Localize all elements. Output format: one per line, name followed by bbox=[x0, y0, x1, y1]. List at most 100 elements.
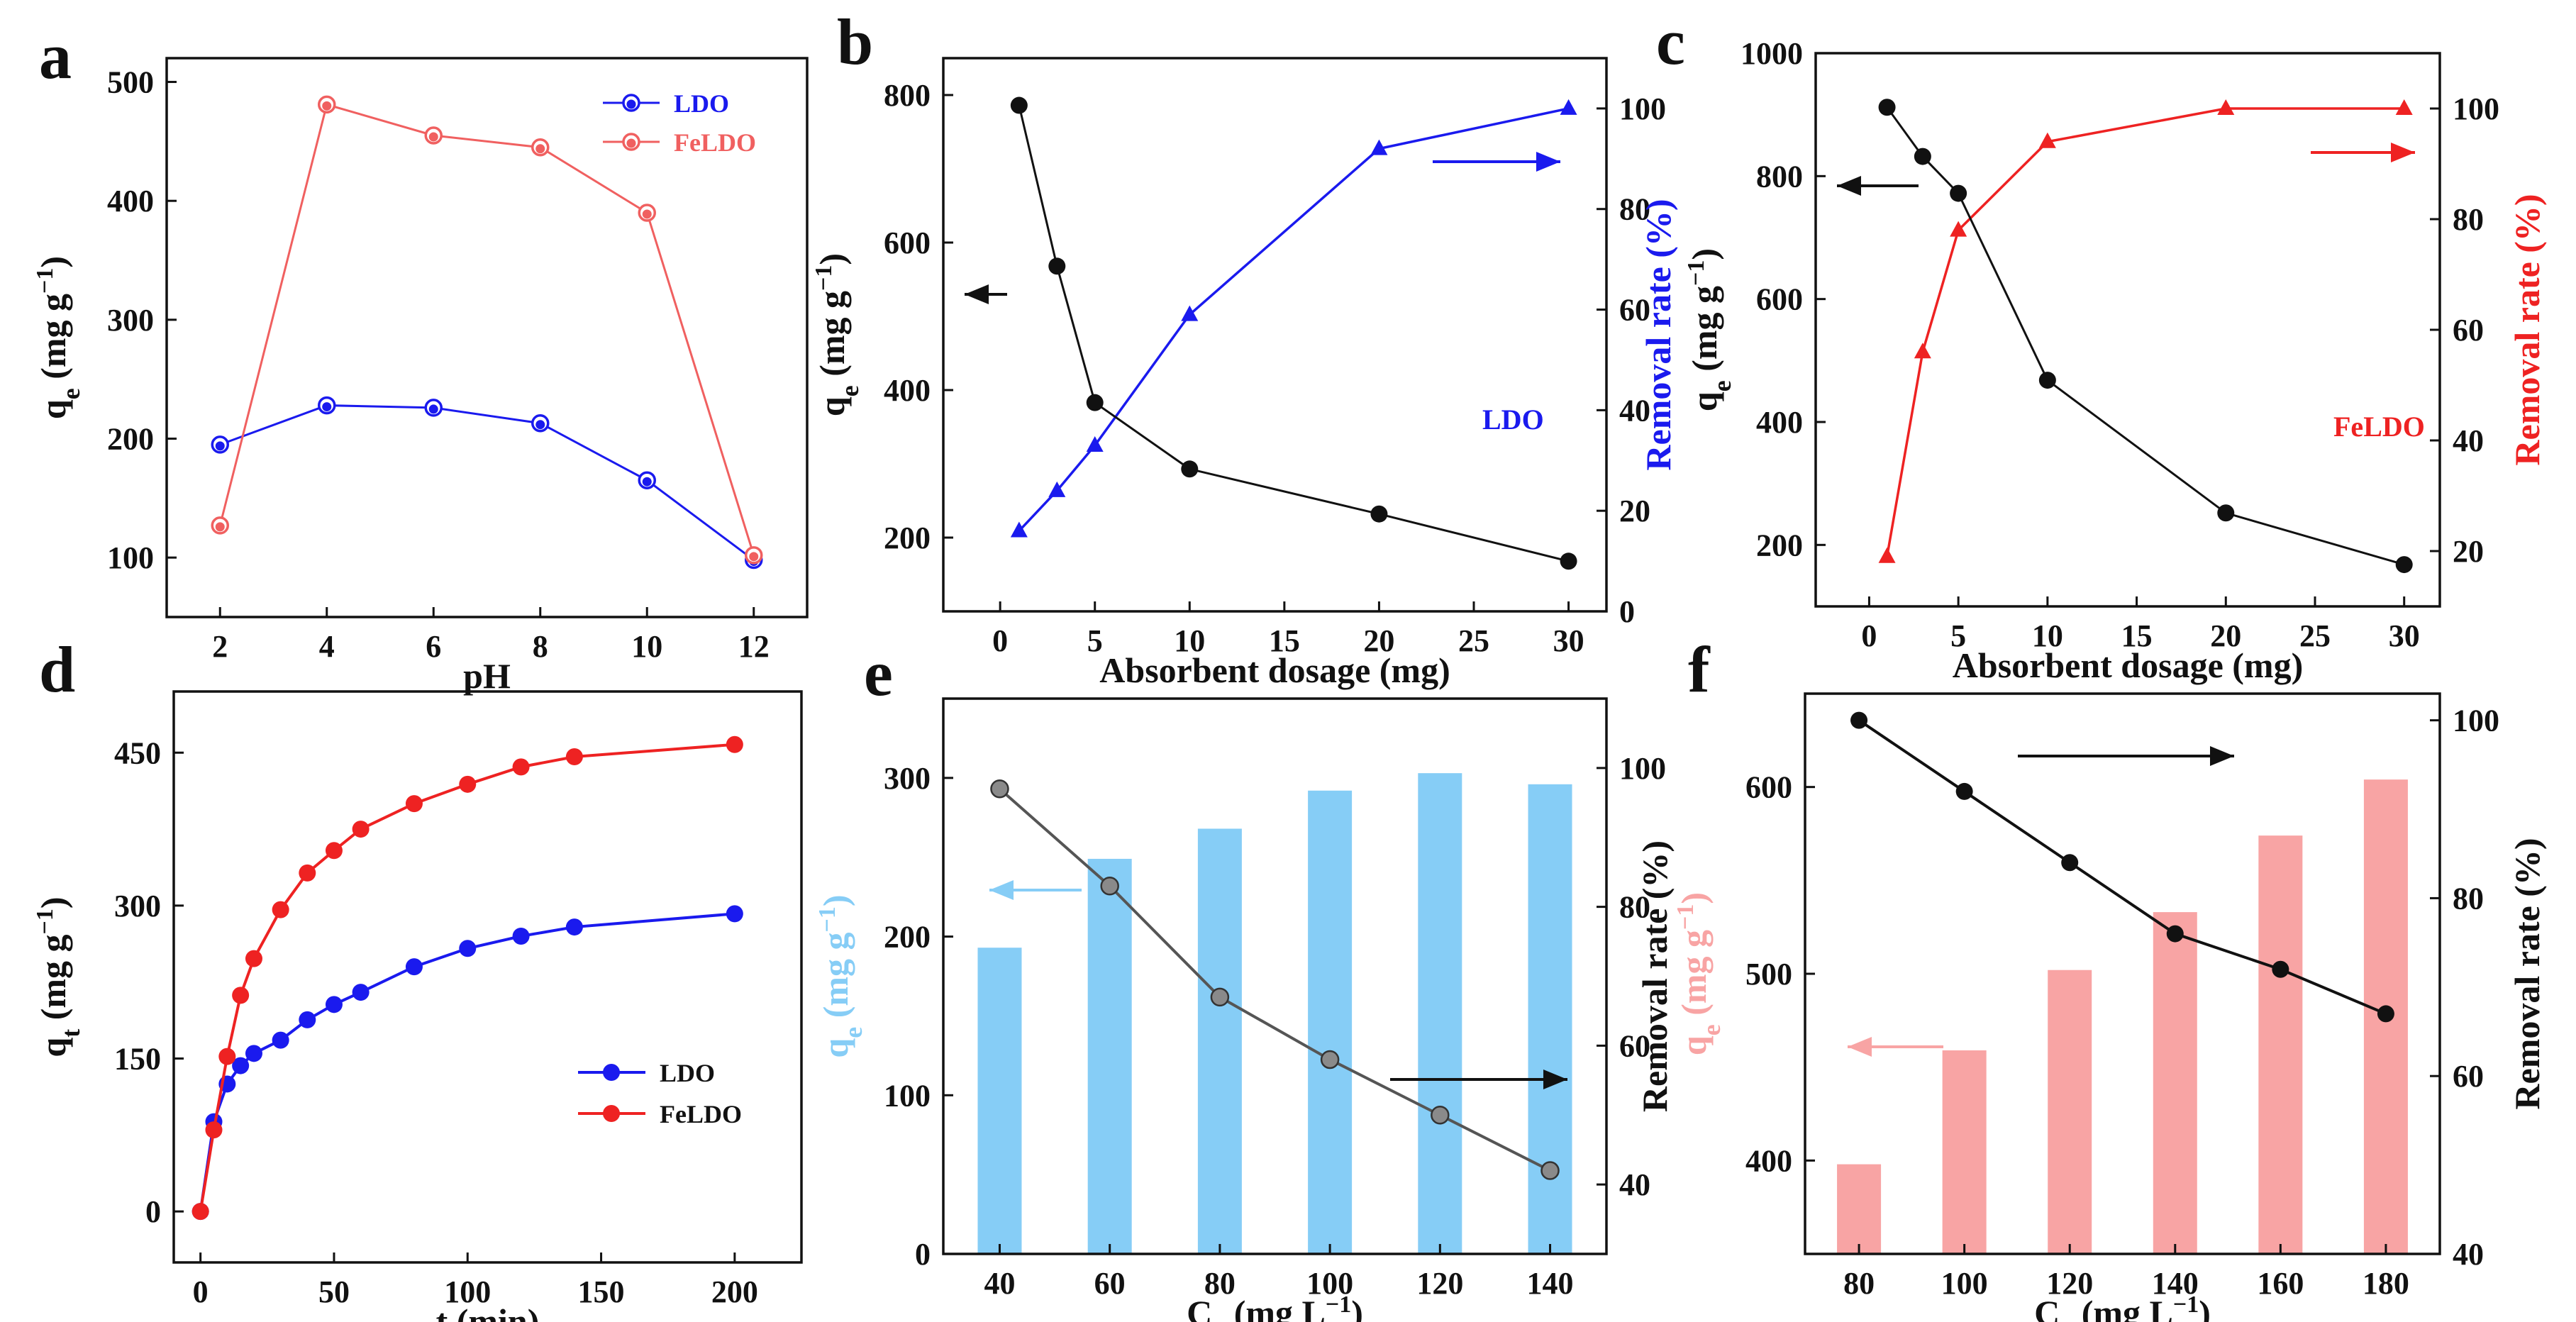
removal-rate-point bbox=[1086, 436, 1104, 452]
removal-rate-point bbox=[1048, 481, 1066, 497]
panel-label: b bbox=[837, 6, 873, 78]
removal-rate-line bbox=[1018, 107, 1569, 532]
y-axis-title-part: (mg g bbox=[33, 294, 73, 388]
data-point-feldo bbox=[405, 795, 423, 813]
bar bbox=[2153, 912, 2197, 1254]
bar bbox=[977, 948, 1022, 1254]
data-point-ldo bbox=[272, 1031, 289, 1049]
data-point-ldo bbox=[726, 905, 743, 923]
series-annotation: LDO bbox=[1482, 404, 1544, 435]
qe-line bbox=[1886, 106, 2405, 566]
removal-rate-point bbox=[1914, 343, 1931, 359]
x-axis-title: Absorbent dosage (mg) bbox=[1099, 650, 1450, 690]
y2tick-label: 40 bbox=[1619, 393, 1650, 428]
data-point-feldo bbox=[245, 950, 262, 967]
data-point-feldo bbox=[299, 864, 316, 882]
y-axis-title-part: −1 bbox=[32, 268, 58, 294]
ytick-label: 500 bbox=[1745, 957, 1792, 991]
xtick-label: 40 bbox=[984, 1266, 1015, 1301]
removal-rate-point bbox=[2377, 1005, 2394, 1023]
y2tick-label: 80 bbox=[2453, 202, 2484, 237]
ytick-label: 800 bbox=[884, 78, 931, 113]
y2tick-label: 100 bbox=[1619, 751, 1666, 786]
removal-rate-point bbox=[1370, 139, 1388, 155]
xtick-label: 120 bbox=[1416, 1266, 1463, 1301]
xtick-label: 5 bbox=[1087, 623, 1103, 658]
removal-rate-point bbox=[1955, 782, 1973, 800]
data-point-feldo bbox=[459, 775, 477, 793]
qe-point bbox=[2038, 372, 2056, 389]
xtick-label: 150 bbox=[578, 1274, 625, 1309]
y-axis-title-part: (mg g bbox=[816, 932, 855, 1026]
y2-axis-title: Removal rate (%) bbox=[2507, 838, 2547, 1109]
ytick-label: 300 bbox=[884, 761, 931, 796]
xtick-label: 0 bbox=[193, 1274, 209, 1309]
data-point-ldo bbox=[352, 984, 370, 1001]
y2tick-label: 40 bbox=[2453, 1237, 2484, 1272]
legend-marker-core bbox=[626, 138, 636, 148]
x-axis-title-part: −1 bbox=[2173, 1292, 2199, 1318]
y-axis-title-part: q bbox=[1674, 1035, 1714, 1055]
left-axis-arrow bbox=[1848, 1037, 1943, 1057]
y-axis-title-part: ) bbox=[816, 894, 855, 906]
panel-f-frame bbox=[1804, 692, 2441, 1255]
y-axis-title-part: e bbox=[1697, 1024, 1726, 1035]
xtick-label: 10 bbox=[1174, 623, 1205, 658]
ytick-label: 400 bbox=[884, 373, 931, 408]
ytick-label: 400 bbox=[1756, 405, 1803, 440]
xtick-label: 15 bbox=[2121, 618, 2153, 653]
y-axis-title: qe (mg g−1) bbox=[32, 256, 86, 419]
ytick-label: 200 bbox=[884, 521, 931, 555]
xtick-label: 80 bbox=[1843, 1266, 1875, 1301]
removal-rate-line bbox=[999, 787, 1551, 1172]
data-point-feldo bbox=[352, 821, 370, 838]
removal-rate-point bbox=[1320, 1050, 1340, 1070]
data-point-ldo-core bbox=[535, 420, 545, 430]
panel-label: a bbox=[39, 20, 72, 92]
x-axis-title-part: o bbox=[2060, 1316, 2072, 1322]
y-axis-title-part: −1 bbox=[811, 265, 837, 291]
ytick-label: 100 bbox=[884, 1078, 931, 1113]
y-axis-title-part: ) bbox=[33, 896, 73, 909]
data-point-feldo bbox=[218, 1048, 236, 1065]
left-axis-arrow bbox=[1837, 176, 1919, 196]
series-line-feldo bbox=[218, 103, 755, 556]
removal-rate-point bbox=[1540, 1161, 1560, 1180]
y-axis-title-part: e bbox=[1708, 380, 1736, 391]
ytick-label: 100 bbox=[107, 540, 154, 575]
y-axis-title-part: ) bbox=[1684, 248, 1724, 260]
xtick-label: 4 bbox=[319, 629, 335, 664]
panel-b-frame bbox=[942, 57, 1608, 613]
y-axis-title-part: q bbox=[33, 399, 73, 419]
removal-rate-point bbox=[1850, 711, 1868, 729]
legend-label: FeLDO bbox=[660, 1100, 742, 1128]
series-line-ldo bbox=[199, 912, 735, 1212]
removal-rate-point bbox=[1181, 305, 1199, 321]
xtick-label: 100 bbox=[444, 1274, 491, 1309]
xtick-label: 20 bbox=[2210, 618, 2241, 653]
data-point-ldo-core bbox=[642, 477, 652, 487]
bar bbox=[1197, 828, 1242, 1254]
x-axis-title-part: ) bbox=[1351, 1293, 1363, 1322]
x-axis-title-part: C bbox=[2034, 1293, 2060, 1322]
xtick-label: 25 bbox=[1458, 623, 1489, 658]
legend-marker bbox=[603, 1105, 620, 1122]
xtick-label: 30 bbox=[2389, 618, 2420, 653]
data-point-ldo bbox=[512, 928, 530, 945]
x-axis-title: Absorbent dosage (mg) bbox=[1953, 645, 2303, 685]
data-point-feldo-core bbox=[428, 132, 438, 142]
series-line-ldo bbox=[219, 404, 755, 561]
qe-point bbox=[1010, 96, 1028, 114]
qe-point bbox=[2395, 556, 2413, 574]
xtick-label: 8 bbox=[533, 629, 548, 664]
xtick-label: 160 bbox=[2257, 1266, 2304, 1301]
removal-rate-point bbox=[2038, 132, 2056, 148]
y2-axis-title: Removal rate (%) bbox=[1635, 840, 1675, 1112]
y-axis-title-part: t bbox=[57, 1029, 85, 1038]
xtick-label: 100 bbox=[1941, 1266, 1988, 1301]
xtick-label: 30 bbox=[1553, 623, 1584, 658]
qe-point bbox=[2217, 504, 2235, 522]
xtick-label: 200 bbox=[711, 1274, 758, 1309]
xtick-label: 120 bbox=[2046, 1266, 2093, 1301]
left-axis-arrow bbox=[989, 880, 1082, 900]
